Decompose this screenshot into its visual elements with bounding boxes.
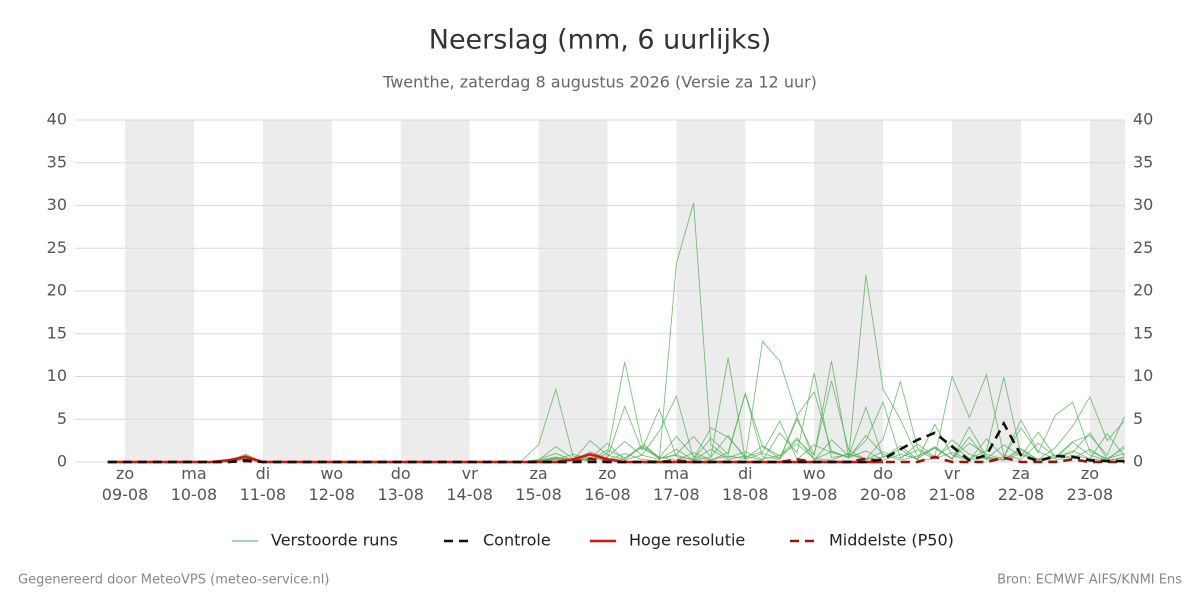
y-tick-label: 25 [47,238,67,257]
x-tick-label: di 11-08 [240,464,287,504]
y2-tick-label: 20 [1133,281,1153,300]
x-tick-label: za 22-08 [998,464,1045,504]
x-tick-label: zo 09-08 [102,464,149,504]
x-tick-label: do 13-08 [377,464,424,504]
series-line [107,420,1125,464]
y2-tick-label: 30 [1133,195,1153,214]
y-tick-label: 40 [47,110,67,129]
y2-tick-label: 10 [1133,366,1153,385]
x-tick-label: zo 23-08 [1067,464,1114,504]
legend-label: Verstoorde runs [271,531,398,550]
y2-tick-label: 5 [1133,409,1143,428]
x-tick-label: vr 21-08 [929,464,976,504]
x-tick-label: ma 10-08 [171,464,218,504]
y-tick-label: 5 [57,409,67,428]
x-tick-label: wo 19-08 [791,464,838,504]
footer-left: Gegenereerd door MeteoVPS (meteo-service… [18,573,329,588]
footer-right: Bron: ECMWF AIFS/KNMI Ens [997,573,1182,588]
x-tick-label: za 15-08 [515,464,562,504]
y2-tick-label: 35 [1133,152,1153,171]
x-tick-label: di 18-08 [722,464,769,504]
x-tick-label: wo 12-08 [309,464,356,504]
y-tick-label: 20 [47,281,67,300]
y2-tick-label: 0 [1133,452,1143,471]
x-tick-label: ma 17-08 [653,464,700,504]
y-tick-label: 15 [47,323,67,342]
y2-tick-label: 25 [1133,238,1153,257]
y-tick-label: 30 [47,195,67,214]
y2-tick-label: 15 [1133,323,1153,342]
x-tick-label: zo 16-08 [584,464,631,504]
y2-tick-label: 40 [1133,110,1153,129]
chart-subtitle: Twenthe, zaterdag 8 augustus 2026 (Versi… [382,73,817,92]
y-tick-label: 10 [47,366,67,385]
x-tick-label: vr 14-08 [446,464,493,504]
y-tick-label: 0 [57,452,67,471]
y-tick-label: 35 [47,152,67,171]
chart-title: Neerslag (mm, 6 uurlijks) [429,25,771,56]
legend-label: Middelste (P50) [829,531,954,550]
legend-label: Controle [483,531,551,550]
legend-label: Hoge resolutie [629,531,745,550]
x-tick-label: do 20-08 [860,464,907,504]
